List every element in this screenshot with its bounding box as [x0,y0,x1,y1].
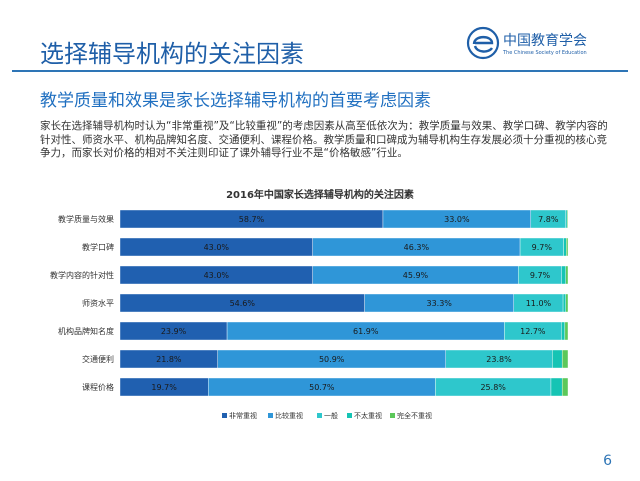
society-logo-icon [466,26,500,60]
category-label: 交通便利 [82,354,114,364]
data-label: 9.7% [530,271,551,280]
legend-label: 非常重视 [229,411,257,420]
logo-english-text: The Chinese Society of Education [503,50,587,56]
data-label: 61.9% [353,327,379,336]
bar-segment [565,293,569,313]
bar-segment [550,377,563,397]
data-label: 33.3% [426,299,452,308]
logo: 中国教育学会 The Chinese Society of Education [465,24,615,64]
bar-segment [561,349,569,369]
bar-segment [562,293,566,313]
category-label: 师资水平 [82,298,114,308]
data-label: 21.8% [156,355,182,364]
data-label: 25.8% [480,383,506,392]
data-label: 46.3% [404,243,430,252]
legend-swatch [222,413,227,418]
legend-label: 不太重视 [354,411,382,420]
category-label: 机构品牌知名度 [58,326,114,336]
category-label: 教学内容的针对性 [50,270,114,280]
data-label: 19.7% [151,383,177,392]
bar-segment [563,237,567,257]
bar-segment [552,349,563,369]
page-number: 6 [603,453,612,469]
data-label: 50.9% [319,355,345,364]
data-label: 54.6% [230,299,256,308]
bar-segment [565,265,569,285]
data-label: 11.0% [526,299,552,308]
legend-swatch [317,413,322,418]
data-label: 43.0% [204,243,230,252]
logo-chinese-text: 中国教育学会 [503,33,587,49]
bar-segment [561,321,566,341]
bar-segment [561,265,566,285]
bar-segment [561,377,569,397]
category-label: 教学质量与效果 [58,214,114,224]
legend-label: 比较重视 [275,411,303,420]
description-text: 家长在选择辅导机构时认为“非常重视”及“比较重视”的考虑因素从高至低依次为：教学… [40,120,608,159]
data-label: 9.7% [532,243,553,252]
bar-segment [564,321,569,341]
data-label: 50.7% [309,383,335,392]
title-rule [12,70,628,72]
legend-swatch [347,413,352,418]
data-label: 43.0% [204,271,230,280]
chart-title: 2016年中国家长选择辅导机构的关注因素 [226,190,414,201]
legend-swatch [268,413,273,418]
data-label: 12.7% [520,327,546,336]
data-label: 33.0% [444,215,470,224]
legend-label: 一般 [324,411,338,420]
category-label: 教学口碑 [82,242,114,252]
bar-segment [566,237,569,257]
data-label: 7.8% [538,215,559,224]
category-label: 课程价格 [82,382,114,392]
data-label: 23.9% [161,327,187,336]
legend-label: 完全不重视 [397,411,432,420]
bar-segment [565,209,568,229]
data-label: 23.8% [486,355,512,364]
bar-segment [566,209,569,229]
slide-title: 选择辅导机构的关注因素 [40,40,304,68]
legend-swatch [390,413,395,418]
data-label: 45.9% [403,271,429,280]
stacked-bar-chart: 教学质量与效果 58.7% 33.0% 7.8% 教学口碑 43.0% 46.3% 9.7% 教… [50,209,569,420]
subtitle: 教学质量和效果是家长选择辅导机构的首要考虑因素 [40,91,431,111]
data-label: 58.7% [239,215,265,224]
